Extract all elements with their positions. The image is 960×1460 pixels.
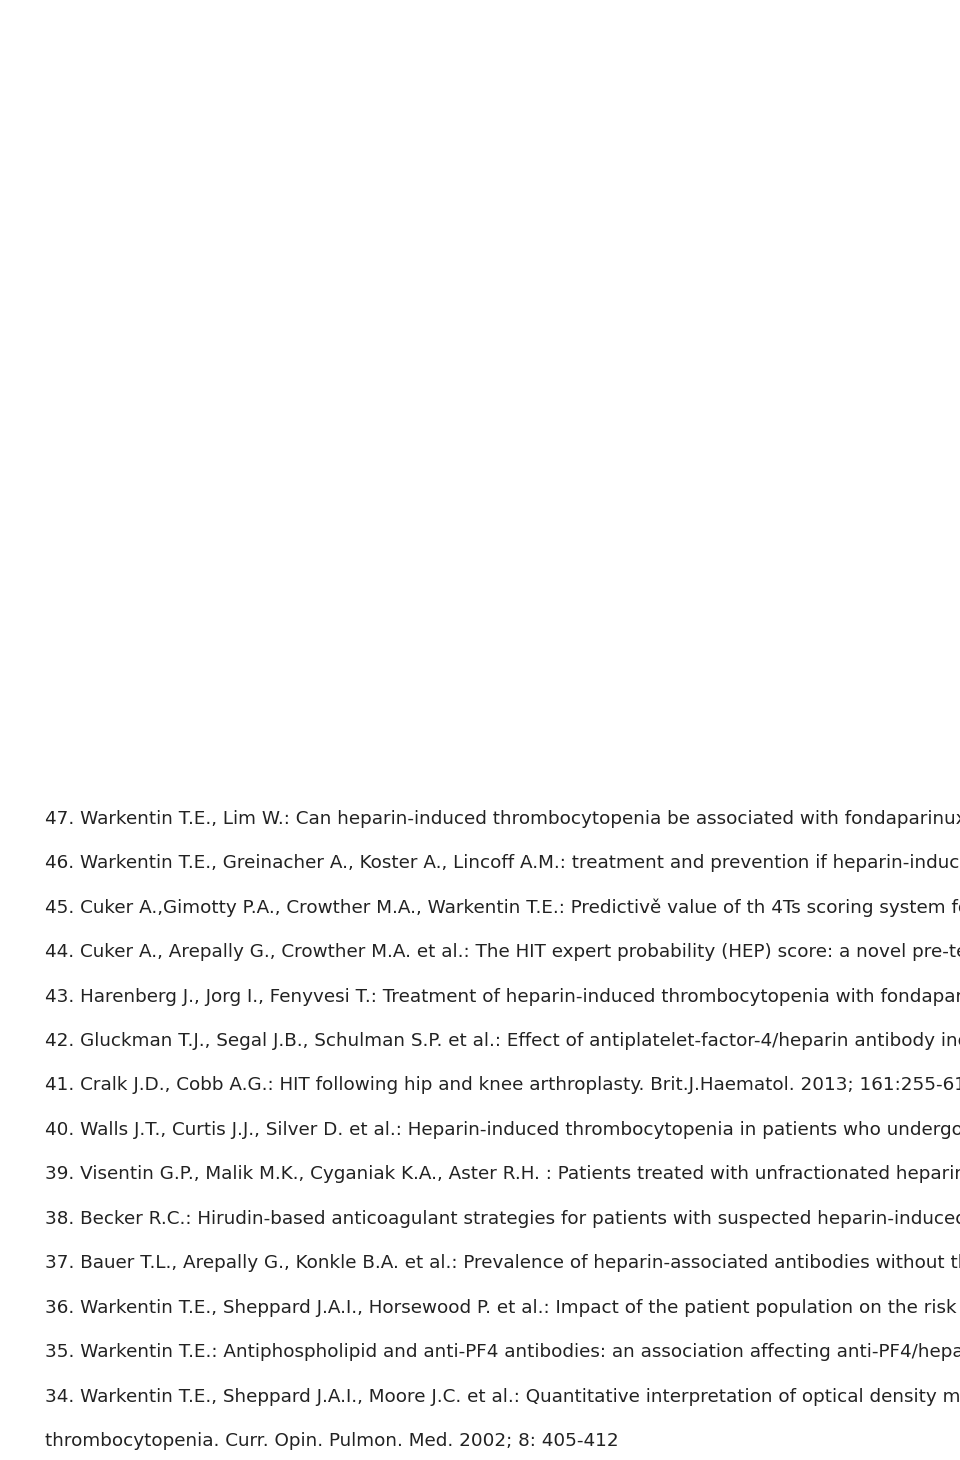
Text: 37. Bauer T.L., Arepally G., Konkle B.A. et al.: Prevalence of heparin-associate: 37. Bauer T.L., Arepally G., Konkle B.A.… xyxy=(45,1254,960,1272)
Text: 43. Harenberg J., Jorg I., Fenyvesi T.: Treatment of heparin-induced thrombocyto: 43. Harenberg J., Jorg I., Fenyvesi T.: … xyxy=(45,987,960,1006)
Text: 38. Becker R.C.: Hirudin-based anticoagulant strategies for patients with suspec: 38. Becker R.C.: Hirudin-based anticoagu… xyxy=(45,1210,960,1228)
Text: thrombocytopenia. Curr. Opin. Pulmon. Med. 2002; 8: 405-412: thrombocytopenia. Curr. Opin. Pulmon. Me… xyxy=(45,1432,618,1450)
Text: 46. Warkentin T.E., Greinacher A., Koster A., Lincoff A.M.: treatment and preven: 46. Warkentin T.E., Greinacher A., Koste… xyxy=(45,854,960,872)
Text: 34. Warkentin T.E., Sheppard J.A.I., Moore J.C. et al.: Quantitative interpretat: 34. Warkentin T.E., Sheppard J.A.I., Moo… xyxy=(45,1387,960,1406)
Text: 39. Visentin G.P., Malik M.K., Cyganiak K.A., Aster R.H. : Patients treated with: 39. Visentin G.P., Malik M.K., Cyganiak … xyxy=(45,1165,960,1184)
Text: 42. Gluckman T.J., Segal J.B., Schulman S.P. et al.: Effect of antiplatelet-fact: 42. Gluckman T.J., Segal J.B., Schulman … xyxy=(45,1032,960,1050)
Text: 41. Cralk J.D., Cobb A.G.: HIT following hip and knee arthroplasty. Brit.J.Haema: 41. Cralk J.D., Cobb A.G.: HIT following… xyxy=(45,1076,960,1095)
Text: 44. Cuker A., Arepally G., Crowther M.A. et al.: The HIT expert probability (HEP: 44. Cuker A., Arepally G., Crowther M.A.… xyxy=(45,943,960,961)
Text: 35. Warkentin T.E.: Antiphospholipid and anti-PF4 antibodies: an association aff: 35. Warkentin T.E.: Antiphospholipid and… xyxy=(45,1343,960,1361)
Text: 36. Warkentin T.E., Sheppard J.A.I., Horsewood P. et al.: Impact of the patient : 36. Warkentin T.E., Sheppard J.A.I., Hor… xyxy=(45,1298,960,1317)
Text: 45. Cuker A.,Gimotty P.A., Crowther M.A., Warkentin T.E.: Predictivě value of th: 45. Cuker A.,Gimotty P.A., Crowther M.A.… xyxy=(45,899,960,917)
Text: 40. Walls J.T., Curtis J.J., Silver D. et al.: Heparin-induced thrombocytopenia : 40. Walls J.T., Curtis J.J., Silver D. e… xyxy=(45,1121,960,1139)
Text: 47. Warkentin T.E., Lim W.: Can heparin-induced thrombocytopenia be associated w: 47. Warkentin T.E., Lim W.: Can heparin-… xyxy=(45,810,960,828)
